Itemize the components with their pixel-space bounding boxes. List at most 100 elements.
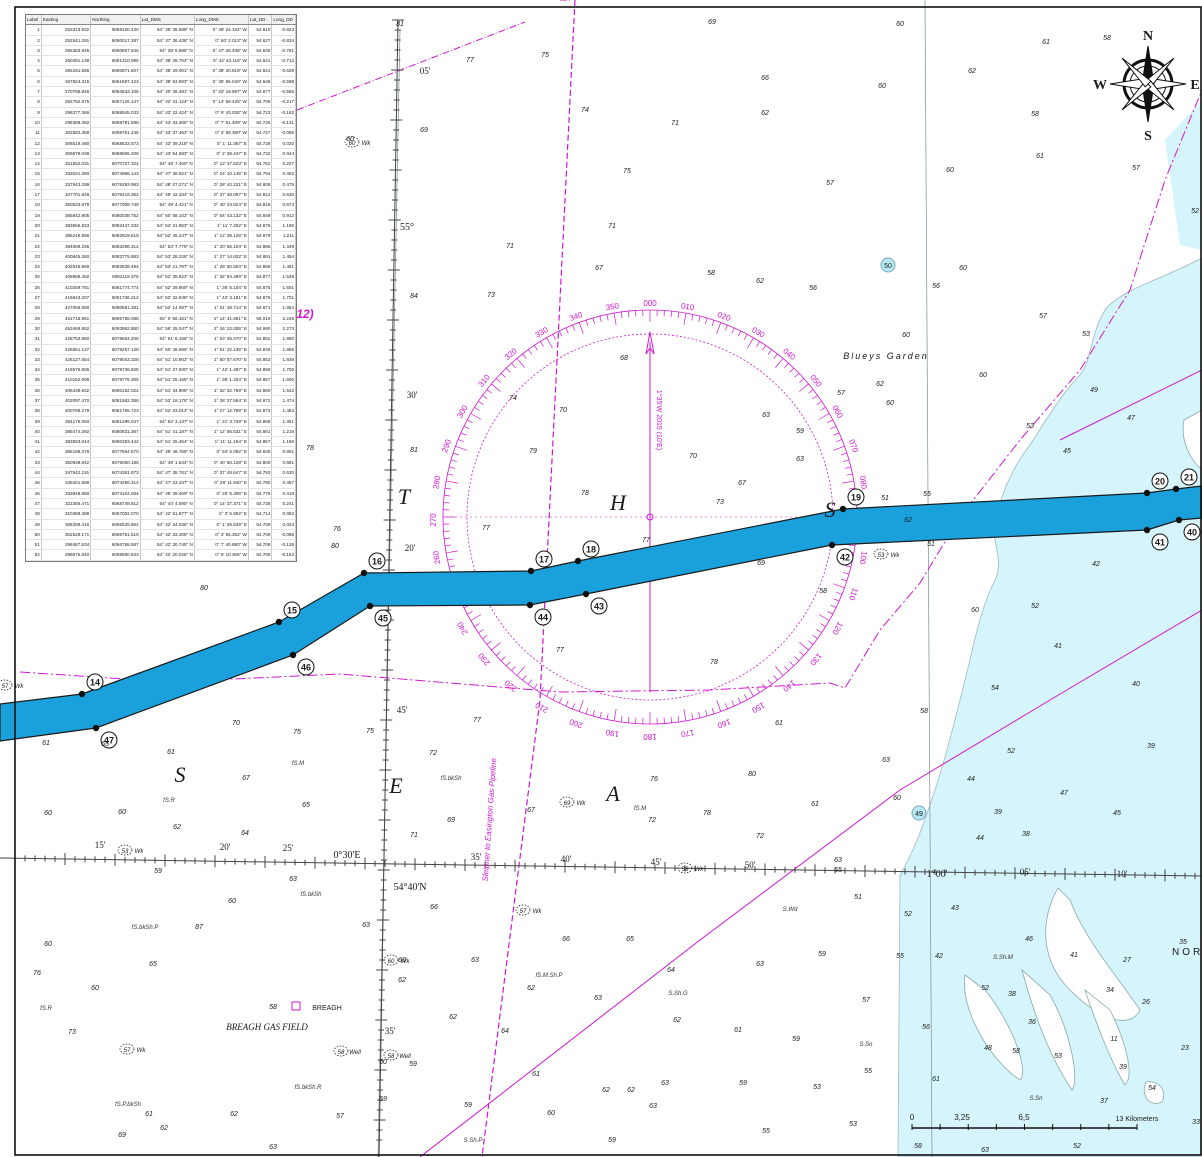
table-cell: 1° 32' 32.759" E [194,385,249,396]
table-cell: 54° 44' 4.695" N [140,498,195,510]
sea-area-letter: S [825,497,836,522]
table-cell: 54.648 [248,76,273,88]
table-cell: 6075293.983 [90,179,141,191]
waypoint-label: 43 [594,602,604,612]
compass-degree-label: 040 [781,346,797,362]
platform-symbol [291,1001,301,1011]
table-cell: 426127.654 [41,354,92,366]
table-cell: 6060867.845 [90,45,141,57]
depth-sounding: 52 [1031,603,1039,610]
depth-sounding: 59 [739,1080,747,1087]
table-cell: 1.185 [271,220,296,232]
table-cell: 260491.138 [41,55,92,67]
table-cell: 27 [26,292,42,304]
table-cell: 0° 38' 20.819" W [194,65,249,77]
table-row: 26 410259.781 6081774.774 54° 52' 29.809" N… [26,282,296,294]
table-cell: 282782.975 [41,96,92,108]
compass-degree-label: 120 [830,620,845,637]
table-cell: 1° 36' 1.334" E [194,374,249,386]
table-cell: 54.728 [248,138,273,149]
table-cell: 6079043.328 [90,354,141,366]
wreck-label: Wk [135,849,145,855]
table-cell: 6081774.774 [90,282,141,294]
depth-sounding: 61 [775,720,783,727]
buoy-marker [911,805,927,821]
depth-sounding: 23 [1180,1045,1189,1052]
sandbank [964,974,1024,1081]
compass-tick [836,439,843,443]
compass-degree-label: 180 [643,732,657,741]
table-cell: 337943.299 [41,179,92,191]
wreck-symbol [344,136,360,148]
compass-tick [599,711,602,718]
table-cell: 21 [26,230,42,242]
compass-tick [552,694,556,700]
table-cell: 394176.050 [41,416,92,427]
compass-degree-label: 060 [830,404,845,421]
depth-sounding: 60 [91,985,99,992]
table-cell: -0.153 [271,549,296,561]
table-cell: 4 [26,55,42,67]
table-cell: 54° 51' 10.902" N [140,354,195,366]
compass-degree-label: 290 [440,438,453,454]
table-cell: 30 [26,323,42,335]
table-cell: 54.735 [248,498,273,510]
table-cell: 54.706 [248,549,273,561]
waypoint-label: 17 [539,555,549,565]
table-cell: 54.641 [248,65,273,77]
depth-sounding: 69 [757,560,765,567]
compass-tick [830,604,837,609]
scale-bar-label: 13 Kilometers [1116,1116,1159,1123]
compass-tick [516,666,525,676]
depth-sounding: 62 [876,381,884,388]
table-cell: -0.217 [271,96,296,108]
table-cell: 54° 59' 25.047" N [140,323,195,335]
table-cell: 296377.366 [41,107,92,118]
depth-sounding: 65 [302,802,310,809]
table-cell: 6096788.088 [90,313,141,324]
table-cell: 6083539.494 [90,261,141,273]
waypoint-marker [78,690,86,698]
depth-sounding: 69 [420,127,428,134]
compass-tick [820,407,826,411]
table-cell: 385474.392 [41,426,92,438]
compass-degree-label: 010 [680,301,695,312]
table-cell: 54.818 [248,199,273,211]
compass-tick [775,666,784,676]
compass-degree-label: 020 [716,310,732,323]
depth-sounding: 53 [1054,1053,1062,1060]
table-cell: 31 [26,333,42,345]
table-cell: 0° 14' 37.371" E [194,498,249,510]
table-cell: 6061310.096 [90,55,141,67]
compass-tick [841,452,847,456]
table-cell: 2 [26,35,42,46]
table-cell: 0° 13' 59.425" W [194,96,249,108]
wreck-depth: 57 [2,684,9,690]
table-cell: -0.834 [271,35,296,46]
depth-sounding: 66 [430,904,438,911]
depth-sounding: 59 [792,1036,800,1043]
depth-sounding: 33 [1192,1119,1200,1126]
compass-tick [820,623,826,627]
table-cell: 1° 50' 57.670" E [194,354,249,366]
depth-sounding: 36 [1028,1019,1036,1026]
table-row: 33 426127.654 6079043.328 54° 51' 10.902" N… [26,354,296,366]
compass-tick [447,473,454,476]
table-cell: 451716.961 [41,313,92,324]
table-cell: 0° 24' 10.145" E [194,168,249,180]
table-cell: 253313.932 [41,24,92,36]
table-cell: 6061597.423 [90,76,141,88]
table-cell: 54.727 [248,127,273,139]
table-cell: 0.227 [271,158,296,170]
depth-sounding: 60 [893,795,901,802]
table-cell: 1.864 [271,302,296,314]
table-cell: 50 [26,529,42,541]
wreck-label: Wk [891,553,901,559]
depth-sounding: 60 [346,136,354,143]
table-cell: 28 [26,302,42,314]
depth-sounding: 51 [854,894,862,901]
